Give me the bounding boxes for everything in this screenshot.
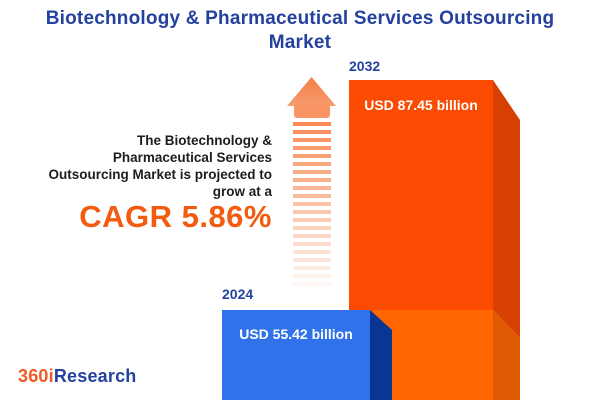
bar-2024-side <box>370 310 392 400</box>
growth-arrow-neck <box>294 104 330 118</box>
description-line2: Pharmaceutical Services <box>112 150 272 165</box>
bar-2032-value-label: USD 87.45 billion <box>364 97 478 113</box>
page-title-line2: Market <box>268 32 332 53</box>
description-line3: Outsourcing Market is projected to <box>48 167 272 182</box>
logo-research: Research <box>53 366 137 386</box>
bar-2024-year-label: 2024 <box>222 286 254 302</box>
growth-arrow-head <box>287 77 336 106</box>
bar-2032-side-bottom <box>493 310 520 400</box>
description-line1: The Biotechnology & <box>137 133 272 148</box>
logo-360i: 360i <box>18 366 54 386</box>
page-title-line1: Biotechnology & Pharmaceutical Services … <box>45 8 555 29</box>
description-line4: grow at a <box>212 184 272 199</box>
bar-2024-front <box>222 310 370 400</box>
cagr-value: CAGR 5.86% <box>79 199 272 234</box>
bar-2032-front-top <box>349 80 493 310</box>
growth-arrow-icon <box>287 77 336 118</box>
description-text: The Biotechnology & Pharmaceutical Servi… <box>10 132 272 200</box>
bar-2024-value-label: USD 55.42 billion <box>239 326 353 342</box>
bar-2032-side-top <box>493 80 520 338</box>
page-title: Biotechnology & Pharmaceutical Services … <box>0 7 600 55</box>
growth-arrow-tail <box>293 122 331 292</box>
bar-2032-year-label: 2032 <box>349 58 381 74</box>
bar-2032 <box>349 80 520 400</box>
logo: 360iResearch <box>18 366 137 387</box>
bar-2024 <box>222 310 392 400</box>
